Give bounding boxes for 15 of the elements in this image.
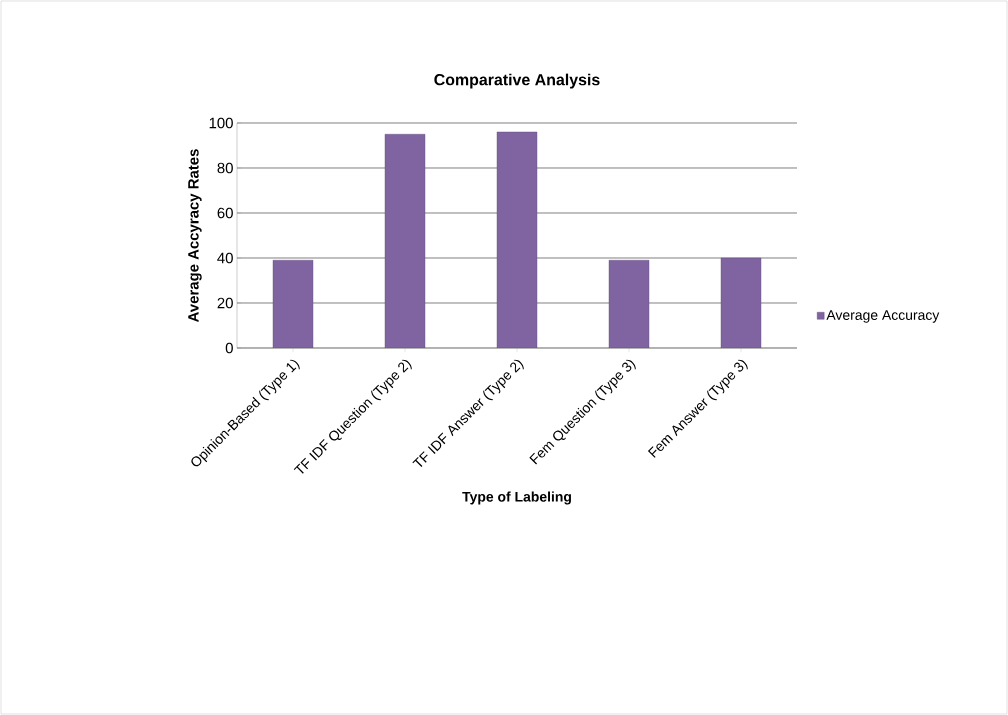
x-axis-title: Type of Labeling	[462, 491, 571, 505]
y-tick-label: 0	[225, 342, 233, 354]
y-tick-label: 80	[217, 162, 233, 174]
y-tick-label: 60	[217, 207, 233, 219]
bar	[272, 260, 314, 348]
chart-title: Comparative Analysis	[434, 73, 600, 89]
bar	[496, 131, 538, 348]
bar	[720, 257, 762, 348]
y-tick-label: 40	[217, 252, 233, 264]
y-axis-title: Average Accyracy Rates	[188, 149, 202, 323]
y-tick-label: 20	[217, 297, 233, 309]
bar	[384, 134, 426, 348]
bar	[608, 260, 650, 348]
y-tick-label: 100	[209, 117, 233, 129]
legend-label: Average Accuracy	[826, 310, 940, 323]
